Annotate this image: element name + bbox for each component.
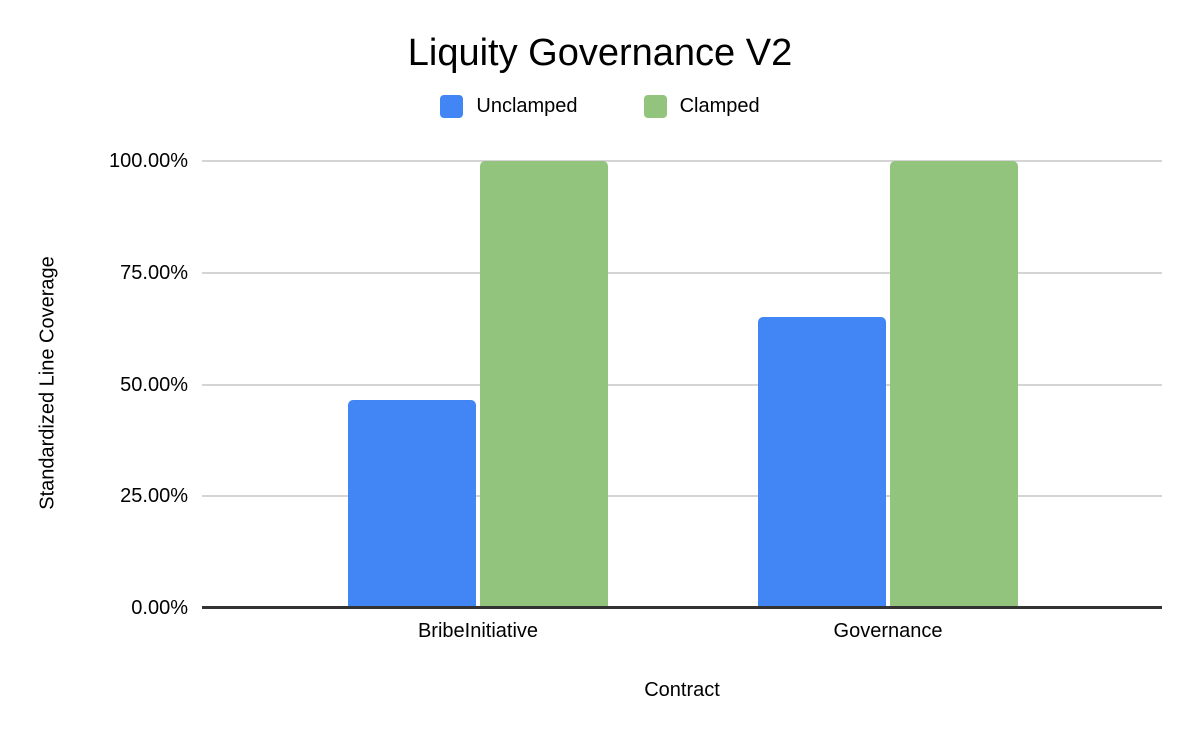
legend: Unclamped Clamped — [0, 95, 1200, 118]
gridline — [202, 495, 1162, 498]
gridline — [202, 271, 1162, 274]
y-tick-label: 75.00% — [120, 261, 188, 284]
plot-area — [202, 160, 1162, 609]
bar-clamped-governance — [890, 161, 1018, 608]
bar-unclamped-bribeinitiative — [348, 399, 476, 608]
bar-unclamped-governance — [758, 317, 886, 608]
legend-item-clamped: Clamped — [643, 95, 760, 118]
y-tick-label: 100.00% — [109, 150, 188, 172]
legend-swatch-unclamped — [440, 95, 464, 118]
x-axis-title: Contract — [644, 679, 720, 701]
gridline — [202, 160, 1162, 162]
legend-item-unclamped: Unclamped — [440, 95, 578, 118]
y-axis-tick-labels: 0.00% 25.00% 50.00% 75.00% 100.00% — [0, 150, 188, 619]
gridline — [202, 383, 1162, 386]
x-category-label-bribeinitiative: BribeInitiative — [417, 620, 539, 642]
y-tick-label: 50.00% — [120, 373, 188, 396]
x-category-label-governance: Governance — [833, 620, 943, 642]
legend-label: Unclamped — [476, 95, 578, 117]
bar-clamped-bribeinitiative — [480, 161, 608, 608]
chart-title: Liquity Governance V2 — [407, 32, 793, 74]
x-axis-line — [202, 606, 1162, 609]
y-tick-label: 25.00% — [120, 485, 188, 508]
y-tick-label: 0.00% — [131, 597, 188, 619]
legend-swatch-clamped — [643, 95, 667, 118]
legend-label: Clamped — [679, 95, 760, 117]
